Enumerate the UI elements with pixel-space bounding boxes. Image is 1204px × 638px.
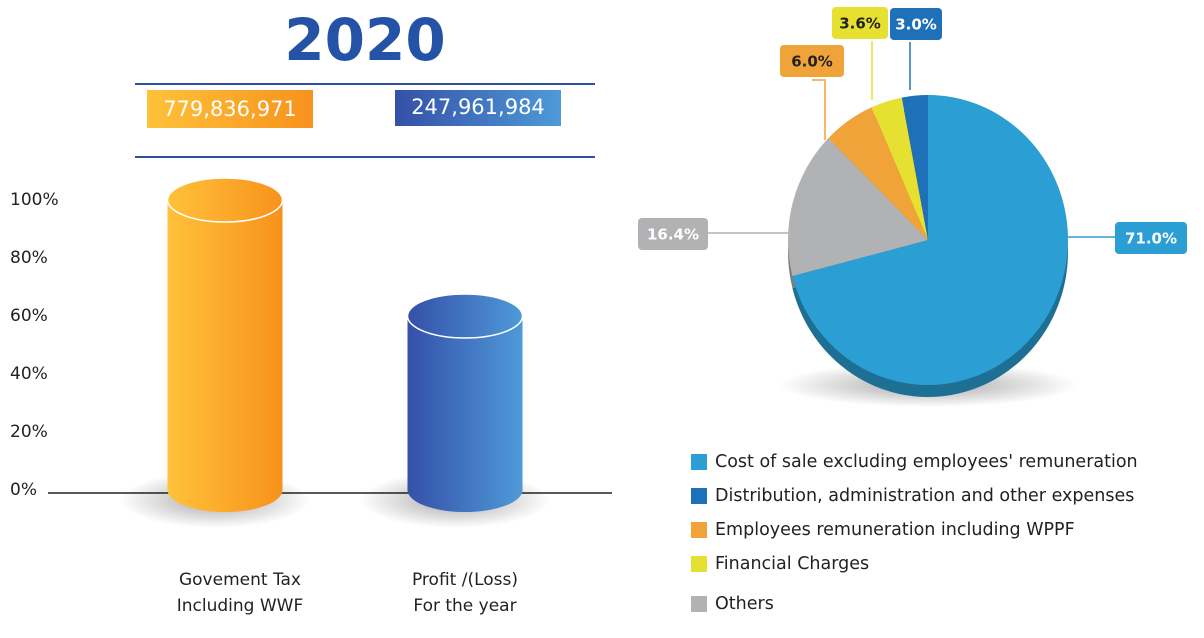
bar — [407, 316, 523, 512]
data-label: 71.0% — [1125, 230, 1177, 248]
title: 2020 — [284, 6, 445, 74]
data-label: 16.4% — [647, 226, 699, 244]
callout-box — [1115, 222, 1187, 254]
legend-label: Employees remuneration including WPPF — [715, 520, 1075, 540]
annotation: 247,961,984 — [411, 95, 545, 119]
callout-box — [638, 218, 708, 250]
y-tick-label: 100% — [10, 190, 59, 210]
data-label: 6.0% — [791, 53, 833, 71]
x-tick-label: Including WWF — [177, 596, 304, 616]
annotation-box — [147, 90, 313, 128]
legend-label: Others — [715, 594, 774, 614]
x-tick-label: Profit /(Loss) — [412, 570, 518, 590]
y-tick-label: 60% — [10, 306, 48, 326]
annotation-box — [395, 90, 561, 126]
callout-box — [780, 45, 844, 77]
pie-slice — [792, 95, 1068, 385]
legend-swatch — [691, 488, 707, 504]
bar — [167, 200, 283, 512]
pie-slice — [871, 97, 928, 240]
y-tick-label: 20% — [10, 422, 48, 442]
legend-label: Cost of sale excluding employees' remune… — [715, 452, 1138, 472]
callout-box — [890, 8, 942, 40]
pie-slice — [788, 138, 928, 277]
y-tick-label: 40% — [10, 364, 48, 384]
legend-swatch — [691, 522, 707, 538]
legend-swatch — [691, 596, 707, 612]
data-label: 3.6% — [839, 15, 881, 33]
annotation: 779,836,971 — [163, 97, 297, 121]
legend-label: Financial Charges — [715, 554, 869, 574]
legend-label: Distribution, administration and other e… — [715, 486, 1134, 506]
y-tick-label: 0% — [10, 480, 37, 500]
legend-swatch — [691, 454, 707, 470]
data-label: 3.0% — [895, 16, 937, 34]
legend-swatch — [691, 556, 707, 572]
x-tick-label: Govement Tax — [179, 570, 301, 590]
callout-box — [832, 7, 888, 39]
pie-slice — [901, 95, 928, 240]
y-tick-label: 80% — [10, 248, 48, 268]
pie-slice — [828, 107, 928, 240]
x-tick-label: For the year — [413, 596, 516, 616]
bar-top — [406, 293, 524, 339]
callout-line — [812, 79, 826, 140]
bar-top — [166, 177, 284, 223]
